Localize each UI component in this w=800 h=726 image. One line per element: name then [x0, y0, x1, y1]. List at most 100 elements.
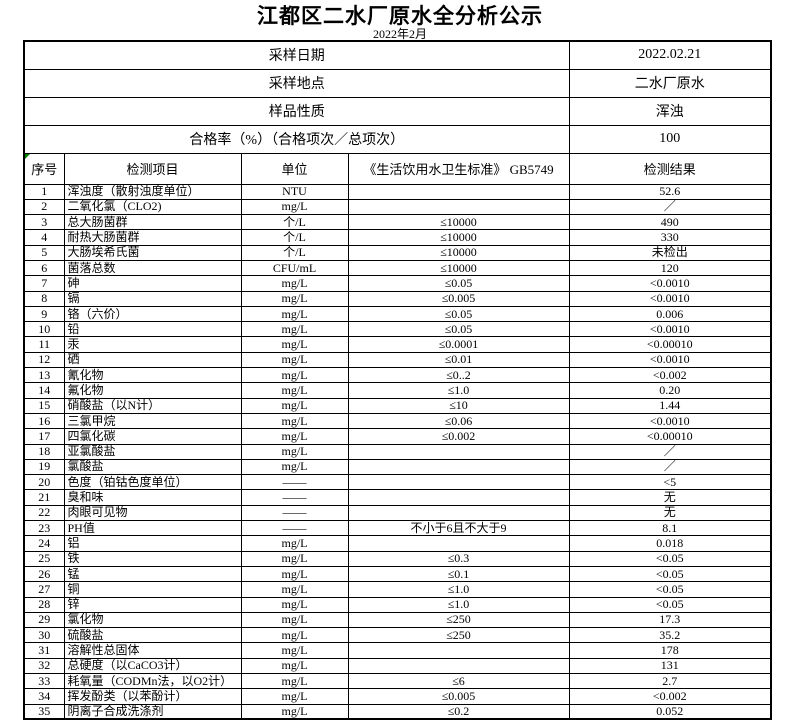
info-label: 采样地点 — [23, 68, 570, 98]
row-result: ／ — [568, 443, 772, 460]
row-item: 挥发酚类（以苯酚计） — [63, 688, 242, 705]
row-unit: mg/L — [240, 351, 349, 369]
row-result: <0.0010 — [568, 275, 772, 292]
row-item: 铁 — [63, 550, 242, 567]
row-standard: ≤10000 — [347, 214, 570, 231]
row-result: <0.0010 — [568, 290, 772, 307]
row-standard — [347, 489, 570, 506]
row-standard — [347, 458, 570, 476]
row-index: 2 — [23, 198, 65, 216]
row-standard — [347, 657, 570, 675]
row-unit: mg/L — [240, 657, 349, 675]
row-item: 总硬度（以CaCO3计） — [63, 657, 242, 675]
row-item: 硒 — [63, 351, 242, 369]
page-subtitle: 2022年2月 — [372, 27, 427, 41]
row-unit: mg/L — [240, 397, 349, 414]
row-standard — [347, 443, 570, 460]
row-unit: mg/L — [240, 627, 349, 644]
row-standard: ≤0..2 — [347, 367, 570, 384]
row-item: 肉眼可见物 — [63, 504, 242, 522]
info-label: 采样日期 — [23, 40, 570, 70]
table-row: 27 铜 mg/L ≤1.0 <0.05 — [23, 581, 772, 598]
row-unit: mg/L — [240, 581, 349, 598]
row-index: 7 — [23, 275, 65, 292]
info-label: 样品性质 — [23, 96, 570, 126]
row-result: <0.002 — [568, 688, 772, 705]
row-standard: ≤0.05 — [347, 321, 570, 338]
row-index: 19 — [23, 458, 65, 476]
row-standard: ≤0.005 — [347, 290, 570, 307]
col-header-index: 序号 — [23, 152, 65, 185]
table-row: 33 耗氧量（CODMn法，以O2计） mg/L ≤6 2.7 — [23, 672, 772, 690]
row-unit: mg/L — [240, 367, 349, 384]
table-row: 12 硒 mg/L ≤0.01 <0.0010 — [23, 351, 772, 369]
row-item: 铬（六价） — [63, 305, 242, 323]
row-index: 32 — [23, 657, 65, 675]
table-row: 29 氯化物 mg/L ≤250 17.3 — [23, 611, 772, 629]
row-result: <0.0010 — [568, 321, 772, 338]
row-index: 3 — [23, 214, 65, 231]
table-row: 26 锰 mg/L ≤0.1 <0.05 — [23, 565, 772, 583]
row-standard: ≤250 — [347, 627, 570, 644]
row-result: 0.006 — [568, 305, 772, 323]
row-index: 15 — [23, 397, 65, 414]
row-standard: ≤10000 — [347, 229, 570, 246]
row-standard: ≤0.06 — [347, 412, 570, 430]
row-unit: mg/L — [240, 458, 349, 476]
row-result: 178 — [568, 642, 772, 659]
row-index: 11 — [23, 336, 65, 353]
row-index: 35 — [23, 703, 65, 720]
table-row: 4 耐热大肠菌群 个/L ≤10000 330 — [23, 229, 772, 246]
row-result: 120 — [568, 259, 772, 277]
row-index: 1 — [23, 183, 65, 200]
row-unit: mg/L — [240, 290, 349, 307]
row-index: 21 — [23, 489, 65, 506]
row-index: 28 — [23, 596, 65, 613]
row-item: 总大肠菌群 — [63, 214, 242, 231]
row-index: 6 — [23, 259, 65, 277]
row-result: <0.05 — [568, 596, 772, 613]
table-row: 3 总大肠菌群 个/L ≤10000 490 — [23, 214, 772, 231]
green-corner-marker-icon — [25, 154, 30, 159]
table-row: 32 总硬度（以CaCO3计） mg/L 131 — [23, 657, 772, 675]
row-index: 18 — [23, 443, 65, 460]
row-index: 27 — [23, 581, 65, 598]
row-unit: mg/L — [240, 611, 349, 629]
row-index: 24 — [23, 535, 65, 552]
row-result: 52.6 — [568, 183, 772, 200]
row-unit: mg/L — [240, 672, 349, 690]
row-index: 16 — [23, 412, 65, 430]
row-index: 25 — [23, 550, 65, 567]
info-row: 合格率（%）（合格项次／总项次） 100 — [23, 124, 772, 154]
row-standard: ≤10000 — [347, 244, 570, 261]
row-result: <0.0010 — [568, 351, 772, 369]
row-item: 镉 — [63, 290, 242, 307]
row-result: 330 — [568, 229, 772, 246]
row-unit: mg/L — [240, 198, 349, 216]
table-row: 10 铅 mg/L ≤0.05 <0.0010 — [23, 321, 772, 338]
row-result: 0.20 — [568, 382, 772, 399]
row-index: 23 — [23, 520, 65, 537]
row-item: 臭和味 — [63, 489, 242, 506]
row-item: 三氯甲烷 — [63, 412, 242, 430]
table-row: 20 色度（铂钴色度单位） —— <5 — [23, 474, 772, 491]
row-unit: mg/L — [240, 550, 349, 567]
row-result: 1.44 — [568, 397, 772, 414]
row-standard: ≤6 — [347, 672, 570, 690]
row-index: 17 — [23, 428, 65, 445]
row-result: <0.0010 — [568, 412, 772, 430]
row-index: 26 — [23, 565, 65, 583]
row-result: ／ — [568, 458, 772, 476]
row-item: 锰 — [63, 565, 242, 583]
row-item: 二氧化氯（CLO2) — [63, 198, 242, 216]
table-row: 31 溶解性总固体 mg/L 178 — [23, 642, 772, 659]
table-row: 18 亚氯酸盐 mg/L ／ — [23, 443, 772, 460]
row-unit: mg/L — [240, 703, 349, 720]
row-result: 2.7 — [568, 672, 772, 690]
row-unit: mg/L — [240, 412, 349, 430]
row-result: <0.00010 — [568, 428, 772, 445]
row-unit: 个/L — [240, 229, 349, 246]
analysis-table: 采样日期 2022.02.21 采样地点 二水厂原水 样品性质 浑浊 合格率（%）（合格项次… — [23, 40, 772, 721]
row-item: 浑浊度（散射浊度单位） — [63, 183, 242, 200]
